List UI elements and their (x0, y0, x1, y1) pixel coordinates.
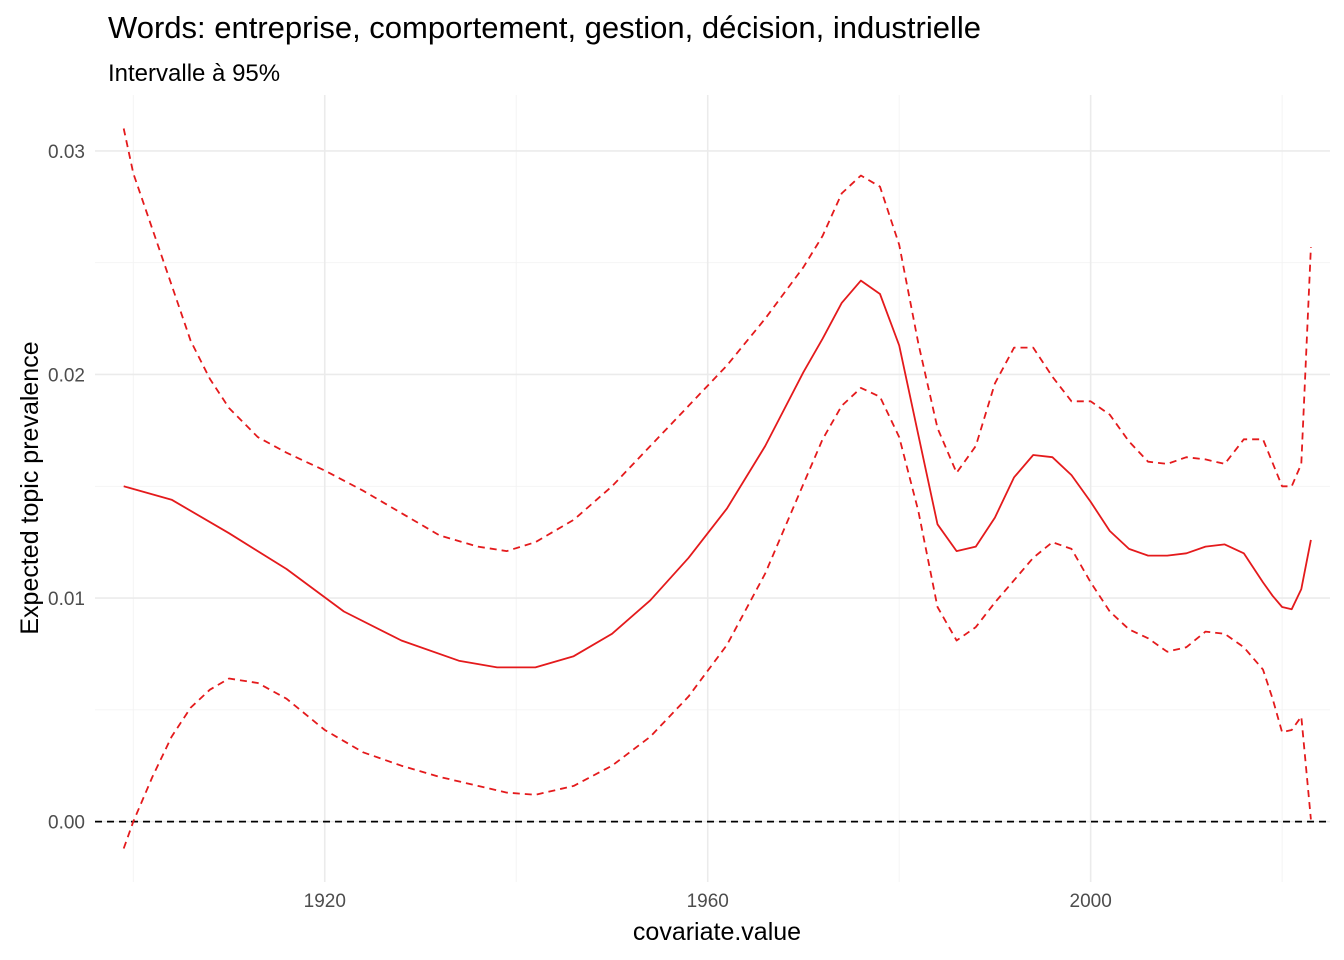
chart-subtitle: Intervalle à 95% (108, 60, 281, 87)
x-tick-label: 2000 (1070, 891, 1112, 912)
y-axis-title: Expected topic prevalence (16, 341, 44, 634)
major-gridlines (95, 95, 1330, 882)
y-tick-label: 0.00 (48, 813, 85, 834)
chart-title: Words: entreprise, comportement, gestion… (108, 10, 982, 45)
x-axis-title: covariate.value (633, 918, 801, 946)
y-tick-label: 0.02 (48, 365, 85, 386)
estimate-line (123, 279, 1312, 669)
y-axis-tick-labels: 0.00 0.01 0.02 0.03 (48, 142, 85, 834)
minor-gridlines (95, 95, 1330, 882)
upper-ci-line (122, 128, 1312, 552)
x-tick-label: 1920 (304, 891, 346, 912)
lower-ci-line (122, 387, 1312, 849)
y-tick-label: 0.03 (48, 142, 85, 163)
x-tick-label: 1960 (687, 891, 729, 912)
y-tick-label: 0.01 (48, 589, 85, 610)
series-layer (95, 128, 1330, 849)
x-axis-tick-labels: 1920 1960 2000 (304, 891, 1112, 912)
